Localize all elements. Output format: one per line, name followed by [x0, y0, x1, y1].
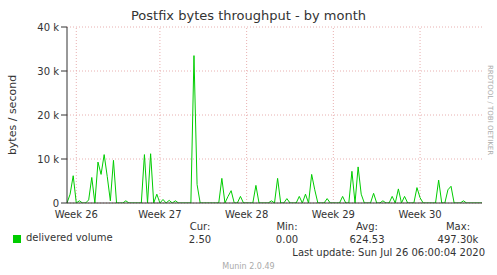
- svg-text:30 k: 30 k: [37, 66, 59, 77]
- svg-text:Week 27: Week 27: [138, 209, 181, 220]
- html-text:RRDTOOL / TOBI OETIKER: RRDTOOL / TOBI OETIKER: [486, 64, 494, 156]
- html-text:Avg:: Avg:: [356, 221, 378, 232]
- svg-text:Week 30: Week 30: [398, 209, 441, 220]
- html-text:0.00: 0.00: [275, 234, 299, 245]
- html-text:Last update: Sun Jul 26 06:00:: Last update: Sun Jul 26 06:00:04 2020: [292, 247, 485, 258]
- html-text:624.53: 624.53: [349, 234, 385, 245]
- html-text:delivered volume: delivered volume: [26, 232, 113, 243]
- html-text:Cur:: Cur:: [189, 221, 211, 232]
- html-text:bytes / second: bytes / second: [5, 74, 19, 156]
- svg-text:Week 28: Week 28: [225, 209, 268, 220]
- html-text:Postfix bytes throughput - by: Postfix bytes throughput - by month: [131, 8, 366, 23]
- svg-text:40 k: 40 k: [37, 22, 59, 33]
- html-text:Munin 2.0.49: Munin 2.0.49: [222, 262, 275, 271]
- svg-text:0: 0: [53, 198, 59, 209]
- svg-text:Week 29: Week 29: [312, 209, 355, 220]
- html-text:497.30k: 497.30k: [437, 234, 479, 245]
- html-text:Max:: Max:: [446, 221, 470, 232]
- html-text:Min:: Min:: [276, 221, 298, 232]
- svg-text:10 k: 10 k: [37, 154, 59, 165]
- html-text:2.50: 2.50: [188, 234, 212, 245]
- svg-text:20 k: 20 k: [37, 110, 59, 121]
- svg-text:Week 26: Week 26: [55, 209, 98, 220]
